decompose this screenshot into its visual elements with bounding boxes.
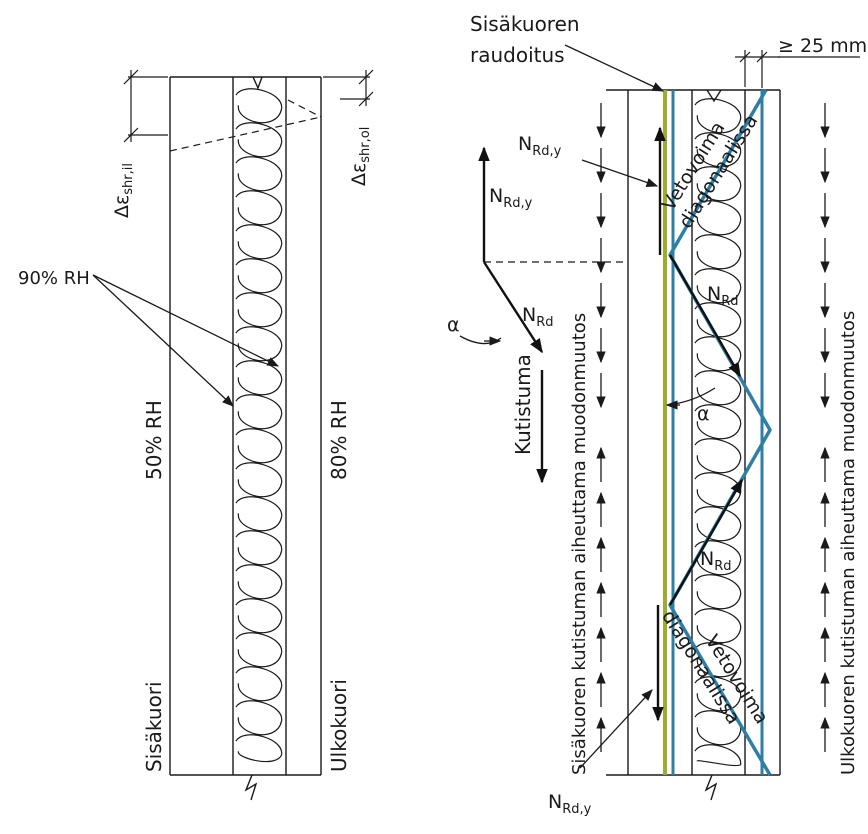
nrdy-bottom-label: NRd,y bbox=[548, 791, 592, 817]
rh-insulation-label: 90% RH bbox=[18, 268, 90, 289]
shrinkage-dashed-line bbox=[169, 116, 322, 152]
triangle-diagonal-force bbox=[482, 261, 544, 354]
reinforcement-alpha-label: α bbox=[697, 403, 710, 425]
shrinkage-label: Kutistuma bbox=[511, 354, 535, 455]
left-panel: Δεshr,il Δεshr,ol 90% RH 50% RH 80% RH S… bbox=[18, 69, 374, 801]
triangle-nrd-label: NRd bbox=[522, 304, 554, 330]
right-panel: ≥ 25 mm Sisäkuoren raudoitus NRd,y NRd,y… bbox=[447, 12, 867, 817]
rh-inner-label: 50% RH bbox=[142, 400, 166, 480]
diagonal-force-lower bbox=[668, 478, 744, 606]
triangle-nrdy-label: NRd,y bbox=[489, 185, 533, 211]
force-triangle: NRd,y NRd α bbox=[447, 146, 624, 354]
outer-deform-dash bbox=[287, 99, 322, 118]
reinforcement-leader bbox=[564, 44, 665, 92]
top-break-symbol bbox=[252, 76, 263, 90]
nrd-lower-label: NRd bbox=[700, 548, 732, 574]
outer-deformation-label: Ulkokuoren kutistuman aiheuttama muodonm… bbox=[838, 311, 859, 775]
bottom-break-symbol-right bbox=[704, 774, 718, 801]
outer-shell-label: Ulkokuori bbox=[327, 679, 351, 772]
delta-inner-dimension: Δεshr,il bbox=[111, 69, 168, 218]
lattice-diagonal bbox=[668, 89, 772, 776]
triangle-alpha-label: α bbox=[447, 314, 460, 336]
tension-label-upper: Vetovoima diagonaalissa bbox=[658, 111, 763, 233]
inner-shell-label: Sisäkuori bbox=[142, 681, 166, 772]
delta-outer-label: Δεshr,ol bbox=[348, 127, 373, 186]
nrdy-top-leader bbox=[581, 159, 659, 187]
delta-outer-dimension: Δεshr,ol bbox=[323, 69, 374, 186]
nrd-upper-label: NRd bbox=[707, 283, 739, 309]
nrdy-bottom-leader bbox=[579, 689, 653, 769]
diagonal-force-upper bbox=[668, 254, 742, 378]
cover-dimension: ≥ 25 mm bbox=[735, 35, 867, 88]
top-break-symbol-right bbox=[706, 89, 722, 103]
rh-leader-2 bbox=[92, 274, 234, 407]
reinforcement-label-line2: raudoitus bbox=[470, 43, 565, 67]
bottom-break-symbol bbox=[244, 774, 258, 801]
reinforcement-label-line1: Sisäkuoren bbox=[470, 12, 580, 36]
min-cover-label: ≥ 25 mm bbox=[778, 35, 867, 57]
nrdy-top-label: NRd,y bbox=[518, 133, 562, 159]
rh-outer-label: 80% RH bbox=[327, 400, 351, 480]
delta-inner-label: Δεshr,il bbox=[111, 163, 136, 218]
rh-leader-1 bbox=[92, 274, 280, 367]
triangle-angle-arc bbox=[459, 335, 502, 345]
left-wall-outline bbox=[169, 76, 322, 801]
inner-deformation-label: Sisäkuoren kutistuman aiheuttama muodonm… bbox=[569, 313, 590, 775]
insulation-left bbox=[235, 88, 283, 763]
right-wall-outline bbox=[606, 89, 781, 801]
